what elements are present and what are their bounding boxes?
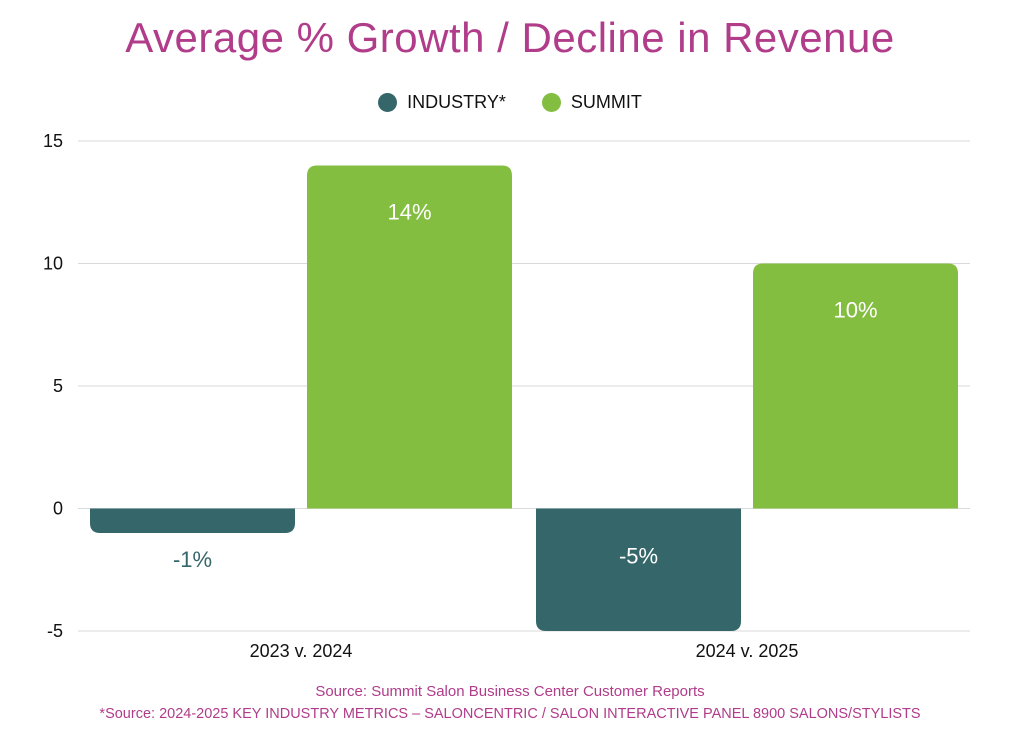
bar-summit-1 [753, 263, 958, 509]
y-tick-label: 0 [53, 499, 63, 519]
legend-label-industry: INDUSTRY* [407, 92, 506, 112]
y-tick-label: 10 [43, 254, 63, 274]
legend-swatch-summit-icon [541, 93, 561, 112]
data-label: -1% [173, 547, 212, 572]
legend-item-industry: INDUSTRY* [378, 92, 506, 113]
y-tick-label: 5 [53, 376, 63, 396]
bar-industry-1 [536, 508, 741, 631]
x-tick-label: 2024 v. 2025 [696, 641, 799, 661]
chart-legend: INDUSTRY* SUMMIT [0, 92, 1020, 113]
bar-summit-0 [307, 165, 512, 509]
legend-item-summit: SUMMIT [541, 92, 642, 113]
y-tick-label: -5 [47, 621, 63, 641]
source-note-industry: *Source: 2024-2025 KEY INDUSTRY METRICS … [99, 706, 921, 722]
chart-title: Average % Growth / Decline in Revenue [125, 14, 895, 61]
data-label: 14% [387, 200, 431, 225]
data-label: 10% [833, 298, 877, 323]
data-label: -5% [619, 544, 658, 569]
legend-swatch-industry-icon [378, 93, 398, 112]
x-tick-label: 2023 v. 2024 [250, 641, 353, 661]
y-tick-label: 15 [43, 131, 63, 151]
source-note-primary: Source: Summit Salon Business Center Cus… [315, 683, 705, 700]
legend-label-summit: SUMMIT [570, 92, 642, 112]
bar-industry-0 [90, 508, 295, 533]
